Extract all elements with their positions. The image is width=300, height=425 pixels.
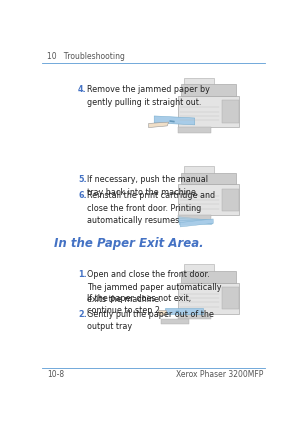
FancyBboxPatch shape	[178, 184, 238, 215]
Bar	[181, 84, 236, 96]
Text: 1.: 1.	[78, 270, 87, 279]
Polygon shape	[180, 219, 213, 227]
Polygon shape	[179, 218, 212, 224]
Bar	[161, 319, 189, 324]
Bar	[181, 173, 236, 184]
Polygon shape	[148, 122, 169, 128]
Text: 6.: 6.	[78, 191, 87, 200]
Text: 2.: 2.	[78, 309, 87, 318]
Bar	[222, 189, 238, 211]
Text: Xerox Phaser 3200MFP: Xerox Phaser 3200MFP	[176, 371, 263, 380]
Polygon shape	[178, 217, 212, 225]
Text: If the paper does not exit,
continue to step 2.: If the paper does not exit, continue to …	[88, 294, 192, 315]
Polygon shape	[179, 219, 213, 225]
Bar	[222, 287, 238, 309]
Text: Open and close the front door.
The jammed paper automatically
exits the machine.: Open and close the front door. The jamme…	[88, 270, 222, 304]
Polygon shape	[158, 310, 166, 315]
Polygon shape	[165, 308, 202, 314]
Text: 10-8: 10-8	[47, 371, 64, 380]
Text: Remove the jammed paper by
gently pulling it straight out.: Remove the jammed paper by gently pullin…	[88, 85, 210, 107]
Bar	[184, 78, 214, 84]
Text: Reinstall the print cartridge and
close the front door. Printing
automatically r: Reinstall the print cartridge and close …	[88, 191, 216, 225]
Bar	[222, 100, 238, 123]
Bar	[178, 215, 212, 221]
Bar	[181, 271, 236, 283]
Polygon shape	[154, 116, 195, 125]
FancyBboxPatch shape	[178, 96, 238, 127]
FancyBboxPatch shape	[178, 283, 238, 314]
Text: 4.: 4.	[78, 85, 87, 94]
Text: If necessary, push the manual
tray back into the machine.: If necessary, push the manual tray back …	[88, 176, 208, 197]
Bar	[184, 166, 214, 173]
Text: 10   Troubleshooting: 10 Troubleshooting	[47, 52, 125, 61]
Bar	[178, 127, 212, 133]
Bar	[184, 264, 214, 271]
Bar	[178, 314, 212, 319]
Text: In the Paper Exit Area.: In the Paper Exit Area.	[54, 237, 203, 249]
Text: 5.: 5.	[78, 176, 87, 184]
Text: Gently pull the paper out of the
output tray: Gently pull the paper out of the output …	[88, 309, 214, 331]
